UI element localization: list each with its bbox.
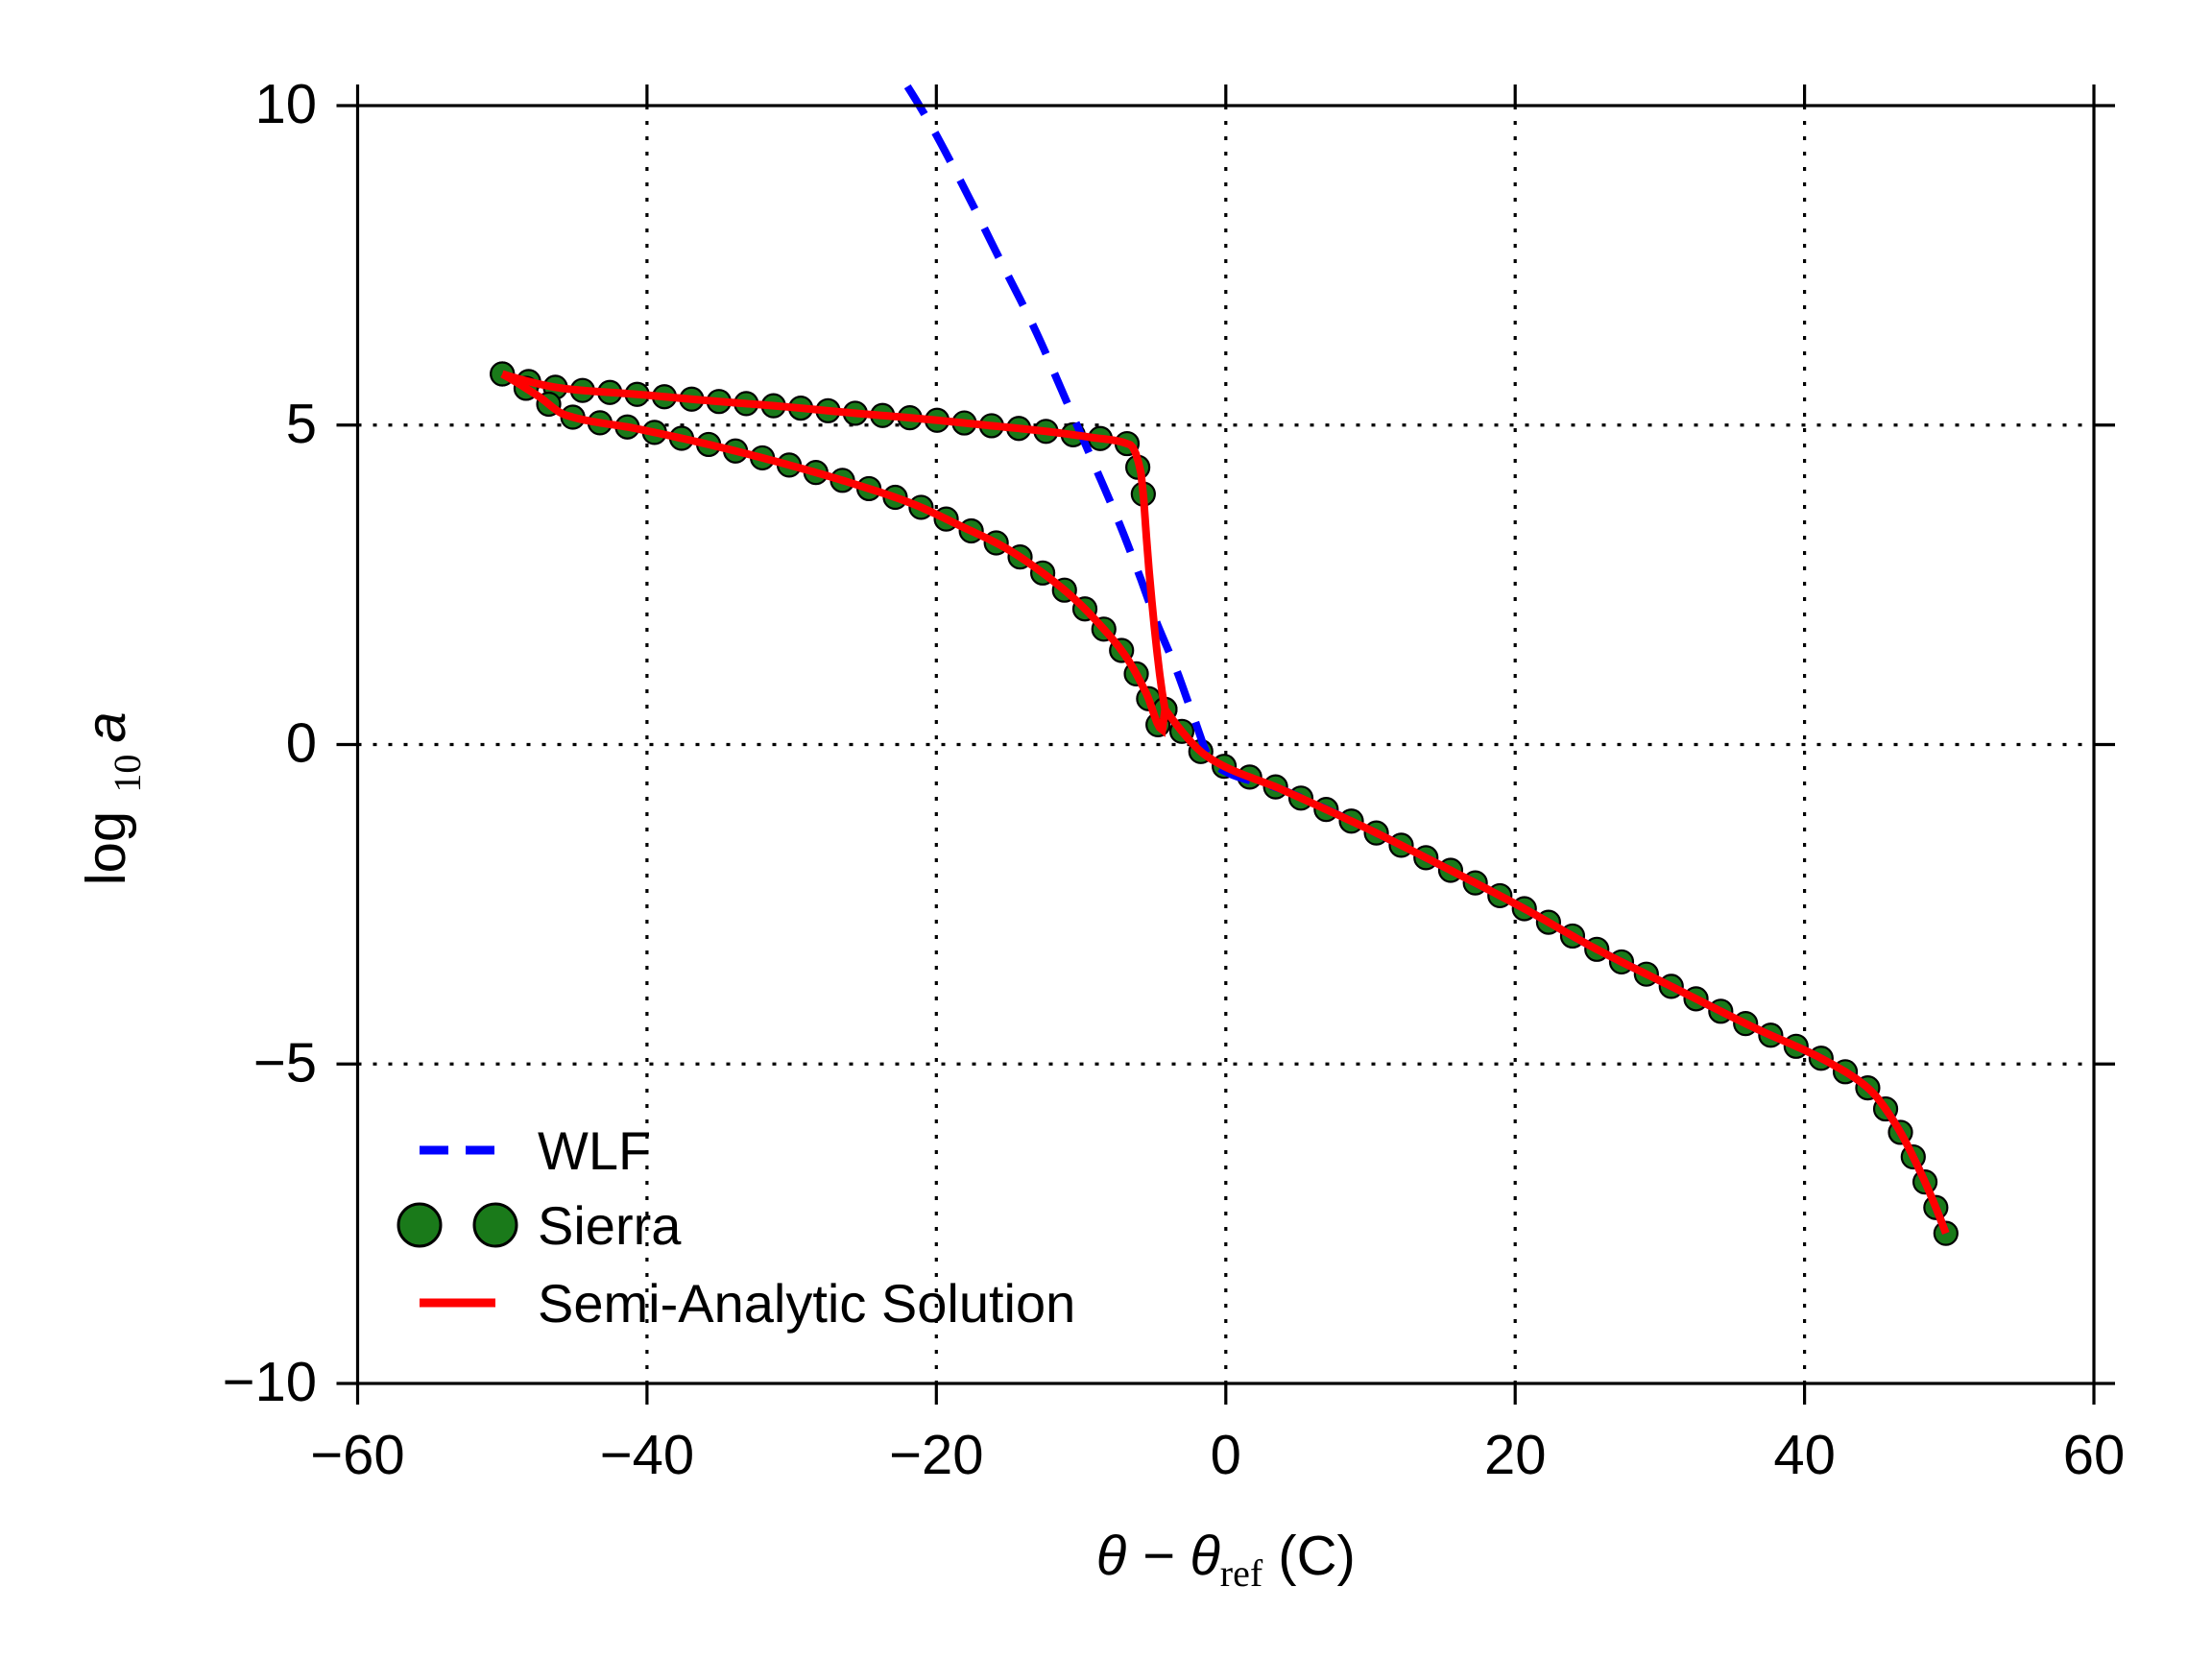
svg-text:Sierra: Sierra [538, 1195, 682, 1256]
svg-text:Semi-Analytic Solution: Semi-Analytic Solution [538, 1273, 1075, 1334]
svg-text:−40: −40 [600, 1424, 694, 1486]
svg-text:10: 10 [254, 73, 317, 135]
svg-text:0: 0 [286, 712, 317, 775]
svg-text:0: 0 [1211, 1424, 1241, 1486]
svg-text:40: 40 [1773, 1424, 1836, 1486]
svg-text:−5: −5 [253, 1031, 317, 1094]
svg-text:−10: −10 [223, 1351, 317, 1413]
svg-text:60: 60 [2063, 1424, 2126, 1486]
svg-text:WLF: WLF [538, 1120, 651, 1181]
svg-text:−20: −20 [889, 1424, 983, 1486]
svg-text:20: 20 [1484, 1424, 1547, 1486]
svg-text:5: 5 [286, 393, 317, 455]
svg-text:−60: −60 [310, 1424, 404, 1486]
